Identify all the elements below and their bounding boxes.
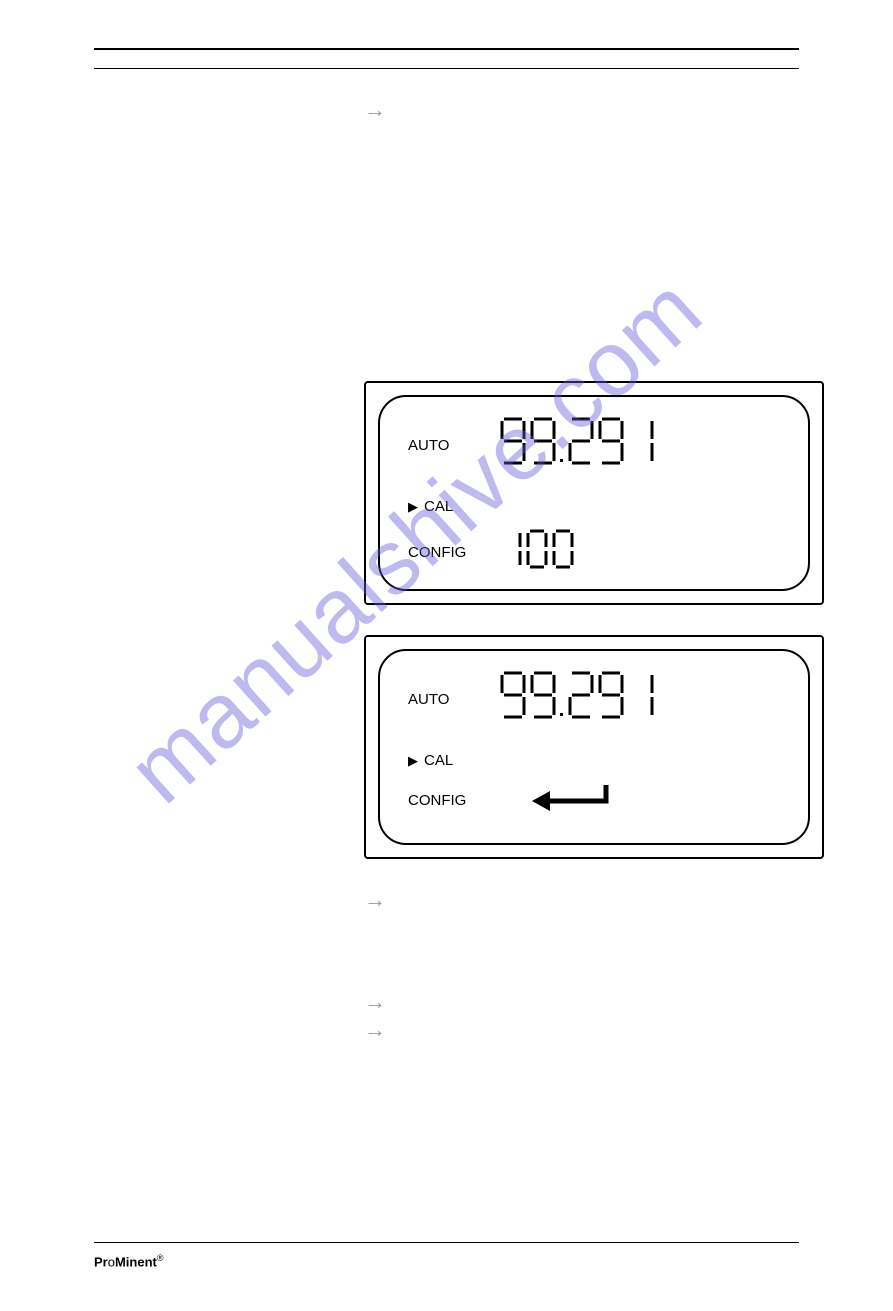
content-area: → AUTO xyxy=(94,99,799,1041)
footer-rule xyxy=(94,1242,799,1243)
seven-seg-value xyxy=(498,415,698,471)
lcd-screen-1: AUTO xyxy=(378,395,810,591)
cal-label-2: CAL xyxy=(424,752,453,769)
arrow-row-top: → xyxy=(364,99,799,121)
auto-row: AUTO xyxy=(408,415,780,476)
enter-arrow-icon xyxy=(528,781,618,820)
lcd-screen-2: AUTO xyxy=(378,649,810,845)
page-container: → AUTO xyxy=(0,48,893,1041)
arrow-right-icon: → xyxy=(364,99,386,121)
seven-seg-value-2 xyxy=(498,669,698,725)
brand-p3: Minent xyxy=(115,1254,157,1269)
arrow-row-bot1: → xyxy=(364,991,799,1013)
config-label: CONFIG xyxy=(408,544,498,561)
lcd-panel-2: AUTO xyxy=(364,635,824,859)
arrow-right-icon-2: → xyxy=(364,889,386,911)
cal-label: CAL xyxy=(424,498,453,515)
triangle-pointer-icon: ▶ xyxy=(408,499,418,515)
brand-p1: Pr xyxy=(94,1254,108,1269)
arrow-row-bot2: → xyxy=(364,1019,799,1041)
auto-value-2 xyxy=(498,669,698,730)
arrow-right-icon-4: → xyxy=(364,1019,386,1041)
arrow-row-mid: → xyxy=(364,889,799,911)
auto-label: AUTO xyxy=(408,437,498,454)
cal-row: ▶ CAL xyxy=(408,498,780,515)
triangle-pointer-icon-2: ▶ xyxy=(408,753,418,769)
auto-value xyxy=(498,415,698,476)
auto-row-2: AUTO xyxy=(408,669,780,730)
header-rule xyxy=(94,48,799,50)
config-label-2: CONFIG xyxy=(408,792,498,809)
brand-reg: ® xyxy=(157,1253,164,1263)
config-row-2: CONFIG xyxy=(408,781,780,820)
arrow-right-icon-3: → xyxy=(364,991,386,1013)
lcd-panel-1: AUTO xyxy=(364,381,824,605)
config-row: CONFIG xyxy=(408,527,780,578)
config-value xyxy=(498,527,608,578)
auto-label-2: AUTO xyxy=(408,691,498,708)
sub-header-rule xyxy=(94,68,799,69)
brand-logo: ProMinent® xyxy=(94,1253,164,1269)
brand-p2: o xyxy=(108,1254,115,1269)
seven-seg-small xyxy=(498,527,608,573)
cal-row-2: ▶ CAL xyxy=(408,752,780,769)
